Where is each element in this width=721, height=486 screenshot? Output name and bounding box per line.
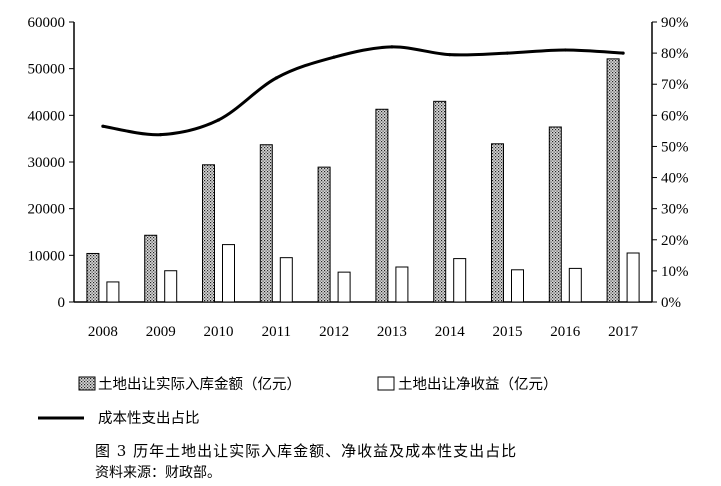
left-tick-label: 10000: [28, 248, 66, 264]
bar-income: [317, 166, 331, 303]
left-tick-label: 20000: [28, 202, 66, 218]
figure-caption: 图 3 历年土地出让实际入库金额、净收益及成本性支出占比: [95, 442, 518, 460]
left-tick-label: 60000: [28, 15, 66, 31]
bar-income: [202, 164, 215, 303]
ratio-point: [216, 118, 221, 122]
ratio-point: [505, 51, 510, 55]
x-axis-ticks: 2008 2009 2010 2011 2012 2013 2014 2015 2016 2017: [88, 324, 639, 340]
x-tick-label: 2014: [435, 324, 466, 340]
data-source: 资料来源：财政部。: [95, 465, 221, 481]
x-tick-label: 2010: [204, 324, 234, 340]
right-tick-label: 80%: [661, 46, 689, 62]
bar-income: [375, 108, 389, 303]
right-tick-label: 10%: [661, 264, 689, 280]
legend: 土地出让实际入库金额（亿元） 土地出让净收益（亿元） 成本性支出占比: [38, 376, 558, 427]
line-layer: [101, 45, 625, 137]
ratio-point: [159, 133, 163, 137]
bar-income: [491, 143, 504, 303]
left-tick-label: 40000: [28, 108, 66, 124]
right-tick-label: 20%: [661, 233, 689, 249]
ratio-point: [101, 124, 105, 128]
x-tick-label: 2015: [493, 324, 523, 340]
ratio-point: [448, 53, 452, 57]
bar-net: [164, 270, 178, 303]
bar-income: [259, 144, 273, 303]
right-tick-label: 60%: [661, 108, 689, 124]
bar-income: [433, 100, 447, 303]
bars: [86, 58, 640, 303]
x-tick-label: 2016: [550, 324, 581, 340]
right-axis-ticks: 0% 10% 20% 30% 40% 50% 60% 70% 80% 90%: [652, 15, 689, 311]
left-tick-label: 30000: [28, 155, 66, 171]
bar-net: [222, 244, 235, 303]
ratio-point: [621, 51, 625, 55]
bar-net: [279, 257, 293, 303]
right-tick-label: 30%: [661, 202, 689, 218]
right-tick-label: 40%: [661, 171, 689, 187]
x-tick-label: 2017: [608, 324, 639, 340]
bar-income: [606, 58, 620, 303]
legend-label-net: 土地出让净收益（亿元）: [398, 376, 558, 393]
ratio-point: [563, 48, 567, 52]
legend-label-ratio: 成本性支出占比: [98, 410, 200, 427]
right-tick-label: 0%: [661, 295, 681, 311]
bar-income: [144, 234, 158, 303]
ratio-point: [390, 45, 394, 49]
left-tick-label: 0: [58, 295, 66, 311]
bar-net: [453, 258, 467, 303]
legend-label-income: 土地出让实际入库金额（亿元）: [98, 376, 301, 393]
x-tick-label: 2011: [262, 324, 291, 340]
right-tick-label: 70%: [661, 77, 689, 93]
bar-net: [337, 271, 351, 303]
x-tick-label: 2009: [146, 324, 176, 340]
right-tick-label: 50%: [661, 139, 689, 155]
bar-net: [106, 281, 120, 303]
ratio-line: [102, 45, 624, 137]
x-tick-label: 2013: [377, 324, 407, 340]
bar-net: [626, 252, 640, 303]
bar-income: [86, 252, 100, 303]
left-axis-ticks: 0 10000 20000 30000 40000 50000 60000: [28, 15, 74, 311]
left-tick-label: 50000: [28, 62, 66, 78]
chart: 2008 2009 2010 2011 2012 2013 2014 2015 2016 2017…: [28, 15, 689, 427]
x-tick-label: 2008: [88, 324, 118, 340]
x-tick-label: 2012: [319, 324, 349, 340]
ratio-point: [332, 55, 336, 59]
bar-net: [511, 269, 524, 303]
legend-swatch-hatch-bar: [78, 376, 96, 391]
bar-net: [568, 267, 582, 303]
legend-swatch-white-bar: [377, 376, 395, 391]
ratio-point: [274, 76, 278, 80]
right-tick-label: 90%: [661, 15, 689, 31]
bar-income: [548, 126, 562, 303]
bar-net: [395, 266, 409, 303]
axes: [73, 22, 653, 303]
